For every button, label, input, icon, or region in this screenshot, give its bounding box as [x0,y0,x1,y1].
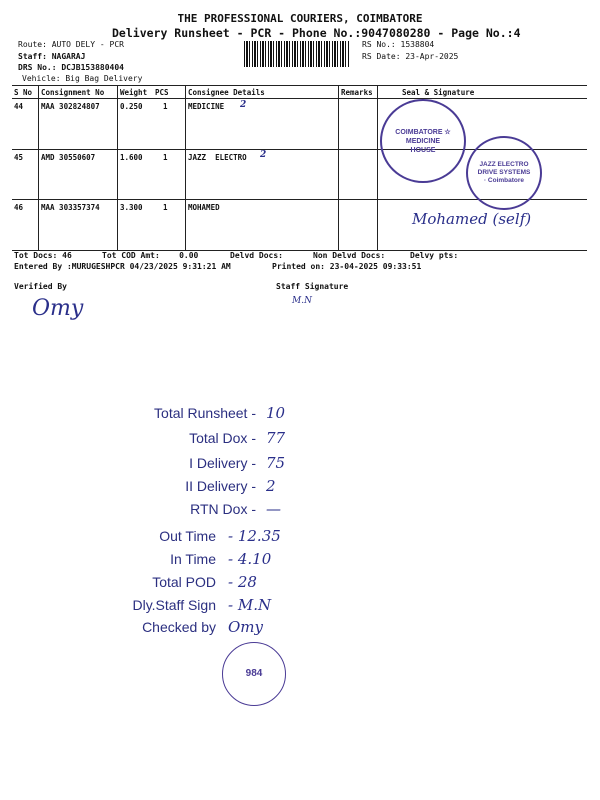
row-pcs: 1 [163,153,168,162]
row-pcs: 1 [163,203,168,212]
verified-signature: Omy [32,296,84,321]
col-seal: Seal & Signature [402,88,475,97]
summary-value: - 4.10 [228,550,272,568]
vehicle: Vehicle: Big Bag Delivery [22,74,143,83]
handwritten-mark: 2 [260,150,267,160]
consignment-table: S No Consignment No Weight PCS Consignee… [12,85,587,251]
drs-no: DRS No.: DCJB153880404 [18,63,124,72]
row-sno: 44 [14,102,24,111]
row-consignment: AMD 30550607 [41,153,96,162]
row-consignment: MAA 302824807 [41,102,100,111]
row-weight: 3.300 [120,203,143,212]
summary-value: — [266,500,281,518]
summary-value: 10 [266,404,286,422]
summary-value: 77 [266,429,286,447]
summary-value: - 28 [228,573,257,591]
col-remarks: Remarks [341,88,373,97]
medicine-house-stamp: COIMBATORE ☆ MEDICINE HOUSE [380,99,466,183]
summary-label: In Time [170,551,216,567]
summary-label: Checked by [142,619,216,635]
summary-label: I Delivery - [189,455,256,471]
delvd-docs: Delvd Docs: [230,251,283,260]
tot-cod: Tot COD Amt: 0.00 [102,251,199,260]
summary-label: Total Dox - [189,430,256,446]
col-consignee: Consignee Details [188,88,265,97]
row-consignee: MOHAMED [188,203,220,212]
row-consignee: MEDICINE [188,102,225,111]
entered-by: Entered By :MURUGESHPCR 04/23/2025 9:31:… [14,262,231,271]
jazz-electro-stamp: JAZZ ELECTRO DRIVE SYSTEMS · Coimbatore [466,136,542,210]
company-title: THE PROFESSIONAL COURIERS, COIMBATORE [177,12,423,25]
staff-signature-label: Staff Signature [276,282,349,291]
verified-by-label: Verified By [14,282,67,291]
row-weight: 1.600 [120,153,143,162]
col-pcs: PCS [155,88,169,97]
barcode [244,41,349,67]
row-pcs: 1 [163,102,168,111]
row-consignment: MAA 303357374 [41,203,100,212]
non-delvd-docs: Non Delvd Docs: [313,251,386,260]
col-weight: Weight [120,88,148,97]
col-sno: S No [14,88,33,97]
row-sno: 46 [14,203,24,212]
rs-no: RS No.: 1538804 [362,40,435,49]
staff-signature: M.N [292,296,312,306]
row-weight: 0.250 [120,102,143,111]
printed-on: Printed on: 23-04-2025 09:33:51 [272,262,422,271]
staff: Staff: NAGARAJ [18,52,86,61]
summary-label: RTN Dox - [190,501,256,517]
rs-date: RS Date: 23-Apr-2025 [362,52,459,61]
col-consignment: Consignment No [41,88,105,97]
row-consignee: JAZZ ELECTRO [188,153,247,162]
recipient-signature: Mohamed (self) [412,210,532,228]
summary-value: 2 [266,477,276,495]
summary-label: Total POD [152,574,216,590]
row-sno: 45 [14,153,24,162]
handwritten-mark: 2 [240,100,247,110]
summary-value: Omy [228,618,263,636]
summary-label: II Delivery - [185,478,256,494]
office-stamp: 984 [222,642,286,706]
runsheet-subtitle: Delivery Runsheet - PCR - Phone No.:9047… [112,26,521,40]
delvy-pts: Delvy pts: [410,251,459,260]
summary-value: 75 [266,454,286,472]
summary-label: Out Time [159,528,216,544]
tot-docs: Tot Docs: 46 [14,251,72,260]
summary-label: Dly.Staff Sign [132,597,216,613]
summary-label: Total Runsheet - [154,405,256,421]
summary-value: - M.N [228,596,272,614]
summary-value: - 12.35 [228,527,281,545]
route: Route: AUTO DELY - PCR [18,40,124,49]
